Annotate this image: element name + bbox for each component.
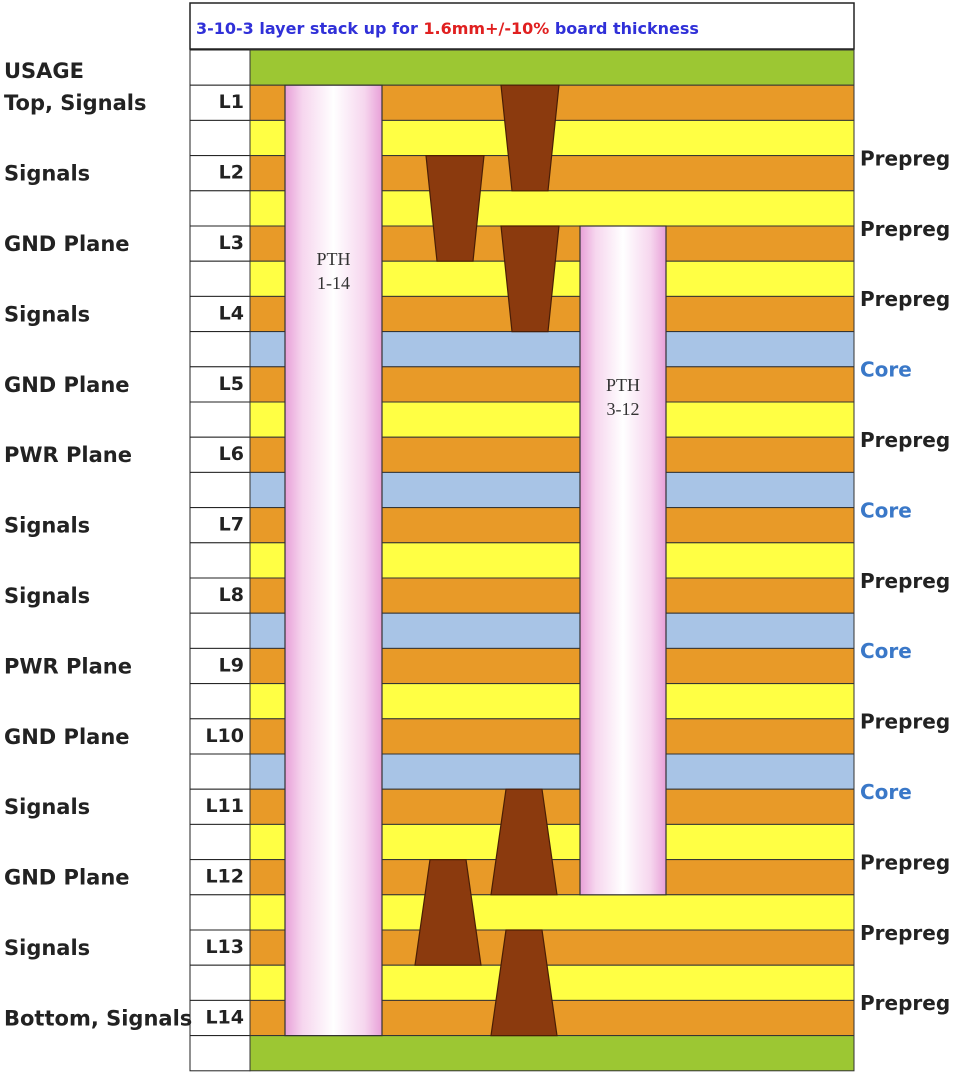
plated-through-holes: PTH 1-14 PTH 3-12 bbox=[284, 84, 667, 1037]
soldermask-layer bbox=[249, 1035, 855, 1072]
prepreg-label: Prepreg bbox=[860, 428, 950, 452]
title-suffix: board thickness bbox=[549, 19, 699, 38]
microvia bbox=[414, 858, 482, 966]
layer-id-cell bbox=[189, 718, 251, 755]
layer-bands bbox=[189, 49, 855, 1072]
layer-id-cell bbox=[189, 964, 251, 1001]
layer-id-label: L7 bbox=[219, 514, 244, 536]
prepreg-label: Prepreg bbox=[860, 991, 950, 1015]
usage-header: USAGE bbox=[4, 59, 84, 83]
microvia bbox=[500, 84, 560, 192]
layer-id-cell bbox=[189, 823, 251, 861]
layer-usage-label: Top, Signals bbox=[4, 91, 146, 115]
layer-usage-label: Signals bbox=[4, 795, 90, 819]
layer-id-cell bbox=[189, 612, 251, 649]
layer-id-label: L5 bbox=[219, 373, 244, 395]
layer-id-label: L6 bbox=[219, 443, 244, 465]
layer-id-label: L9 bbox=[219, 654, 244, 676]
layer-id-cell bbox=[189, 999, 251, 1037]
layer-id-label: L13 bbox=[205, 936, 244, 958]
layer-id-cell bbox=[189, 366, 251, 403]
layer-usage-label: Signals bbox=[4, 584, 90, 608]
microvia bbox=[490, 788, 558, 896]
layer-id-label: L4 bbox=[219, 302, 244, 324]
title-prefix: 3-10-3 layer stack up for bbox=[196, 19, 423, 38]
layer-id-cell bbox=[189, 542, 251, 579]
layer-id-cell bbox=[189, 1035, 251, 1072]
layer-id-cell bbox=[189, 753, 251, 790]
layer-id-label: L8 bbox=[219, 584, 244, 606]
layer-id-label: L12 bbox=[205, 866, 244, 888]
layer-id-cell bbox=[189, 401, 251, 438]
microvias bbox=[414, 84, 560, 1037]
layer-labels: Top, Signals L1 Prepreg Signals L2 Prepreg GND… bbox=[4, 91, 950, 1030]
microvia bbox=[425, 155, 485, 262]
layer-id-cell bbox=[189, 225, 251, 262]
layer-usage-label: Signals bbox=[4, 302, 90, 326]
layer-id-label: L3 bbox=[219, 232, 244, 254]
layer-usage-label: PWR Plane bbox=[4, 443, 132, 467]
pth-barrel bbox=[579, 225, 667, 896]
layer-id-cell bbox=[189, 647, 251, 685]
layer-usage-label: Signals bbox=[4, 936, 90, 960]
layer-id-cell bbox=[189, 190, 251, 227]
layer-id-cell bbox=[189, 119, 251, 157]
prepreg-label: Prepreg bbox=[860, 850, 950, 874]
layer-usage-label: GND Plane bbox=[4, 866, 130, 890]
layer-id-cell bbox=[189, 331, 251, 368]
microvia bbox=[490, 929, 558, 1037]
prepreg-label: Prepreg bbox=[860, 921, 950, 945]
diagram-title: 3-10-3 layer stack up for 1.6mm+/-10% bo… bbox=[196, 19, 699, 38]
layer-usage-label: Signals bbox=[4, 162, 90, 186]
pth-label: PTH bbox=[316, 249, 350, 269]
layer-id-label: L1 bbox=[219, 91, 244, 113]
layer-id-label: L2 bbox=[219, 162, 244, 184]
layer-id-cell bbox=[189, 260, 251, 297]
layer-usage-label: GND Plane bbox=[4, 373, 130, 397]
core-label: Core bbox=[860, 780, 912, 804]
title-thickness: 1.6mm+/-10% bbox=[423, 19, 549, 38]
pth-barrel bbox=[284, 84, 383, 1037]
layer-id-cell bbox=[189, 507, 251, 544]
prepreg-label: Prepreg bbox=[860, 287, 950, 311]
core-label: Core bbox=[860, 358, 912, 382]
soldermask-layer bbox=[249, 49, 855, 86]
prepreg-label: Prepreg bbox=[860, 217, 950, 241]
pth-range-label: 1-14 bbox=[317, 273, 350, 293]
microvia bbox=[500, 225, 560, 333]
title-box bbox=[189, 2, 855, 50]
layer-usage-label: GND Plane bbox=[4, 725, 130, 749]
layer-id-cell bbox=[189, 471, 251, 509]
pth-range-label: 3-12 bbox=[607, 399, 640, 419]
layer-id-cell bbox=[189, 894, 251, 931]
layer-usage-label: GND Plane bbox=[4, 232, 130, 256]
layer-id-label: L10 bbox=[205, 725, 244, 747]
prepreg-label: Prepreg bbox=[860, 710, 950, 734]
prepreg-label: Prepreg bbox=[860, 146, 950, 170]
layer-id-cell bbox=[189, 683, 251, 720]
layer-id-cell bbox=[189, 295, 251, 333]
layer-id-label: L11 bbox=[205, 795, 244, 817]
pth-label: PTH bbox=[606, 375, 640, 395]
layer-usage-label: Signals bbox=[4, 514, 90, 538]
core-label: Core bbox=[860, 498, 912, 522]
layer-id-label: L14 bbox=[205, 1006, 244, 1028]
core-label: Core bbox=[860, 639, 912, 663]
layer-id-cell bbox=[189, 859, 251, 896]
layer-id-cell bbox=[189, 49, 251, 86]
prepreg-label: Prepreg bbox=[860, 569, 950, 593]
layer-usage-label: PWR Plane bbox=[4, 654, 132, 678]
layer-id-cell bbox=[189, 155, 251, 192]
layer-usage-label: Bottom, Signals bbox=[4, 1006, 192, 1030]
